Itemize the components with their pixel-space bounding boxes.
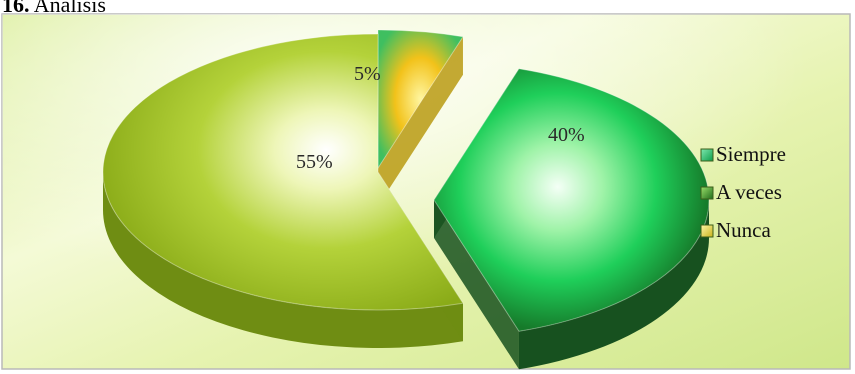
data-label-nunca: 55% [296, 151, 333, 173]
section-number: 16. [2, 0, 30, 17]
slice-a-veces-wall-1 [434, 200, 519, 370]
chart-legend: Siempre A veces Nunca [700, 142, 786, 242]
slice-siempre [377, 29, 464, 207]
slice-siempre-top [377, 29, 464, 170]
legend-label-nunca: Nunca [716, 218, 771, 242]
legend-label-a-veces: A veces [716, 180, 782, 204]
section-title: Análisis [33, 0, 106, 17]
slice-nunca [102, 33, 464, 348]
slice-a-veces-side [518, 200, 709, 370]
legend-swatch-a-veces [700, 186, 714, 200]
slice-nunca-top [102, 33, 464, 311]
data-label-siempre: 5% [354, 63, 381, 85]
data-label-a-veces: 40% [548, 124, 585, 146]
legend-swatch-siempre [700, 148, 714, 162]
pie-data-labels: 5% 40% 55% [296, 63, 585, 173]
slice-nunca-side [103, 172, 463, 348]
section-heading: 16. Análisis [2, 0, 106, 18]
slice-siempre-wall-1 [378, 36, 463, 207]
slice-a-veces [433, 68, 710, 370]
legend-label-siempre: Siempre [716, 142, 786, 166]
pie-slices [102, 29, 710, 370]
legend-swatch-nunca [700, 224, 714, 238]
slice-a-veces-top [433, 68, 710, 332]
